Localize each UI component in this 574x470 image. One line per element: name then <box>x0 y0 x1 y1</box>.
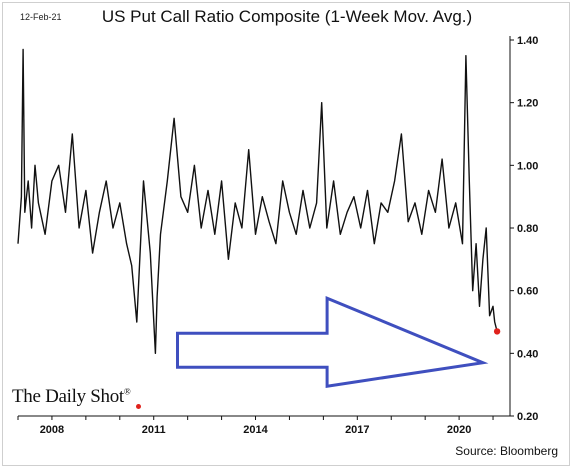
series-line <box>17 48 498 354</box>
y-tick-label: 0.40 <box>517 348 538 360</box>
x-tick-label: 2020 <box>447 424 471 436</box>
y-tick-labels: 0.20 0.40 0.60 0.80 1.00 1.20 1.40 <box>517 35 538 423</box>
y-tick-label: 1.00 <box>517 160 538 172</box>
brand-dot <box>136 404 141 409</box>
brand-text: The Daily Shot <box>12 386 124 407</box>
y-tick-label: 1.20 <box>517 98 538 110</box>
x-tick-label: 2008 <box>40 424 64 436</box>
axes <box>17 36 514 420</box>
last-point-marker <box>493 328 501 335</box>
y-tick-label: 0.80 <box>517 223 538 235</box>
x-tick-label: 2014 <box>243 424 268 436</box>
y-tick-label: 0.20 <box>517 411 538 423</box>
x-tick-labels: 2008 2011 2014 2017 2020 <box>40 424 472 436</box>
series-line-group <box>17 48 498 354</box>
chart-frame <box>2 2 570 466</box>
y-tick-label: 0.60 <box>517 286 538 298</box>
date-stamp: 12-Feb-21 <box>20 12 62 22</box>
x-tick-label: 2017 <box>345 424 369 436</box>
brand-mark: ® <box>123 386 131 397</box>
chart-title: US Put Call Ratio Composite (1-Week Mov.… <box>101 7 473 26</box>
x-tick-label: 2011 <box>142 424 166 436</box>
last-point-group <box>493 328 501 335</box>
arrow-annotation <box>176 295 489 388</box>
y-tick-label: 1.40 <box>517 35 538 47</box>
arrow-outline <box>176 295 489 388</box>
source-note: Source: Bloomberg <box>455 444 558 458</box>
brand-logo: The Daily Shot® <box>12 386 131 408</box>
